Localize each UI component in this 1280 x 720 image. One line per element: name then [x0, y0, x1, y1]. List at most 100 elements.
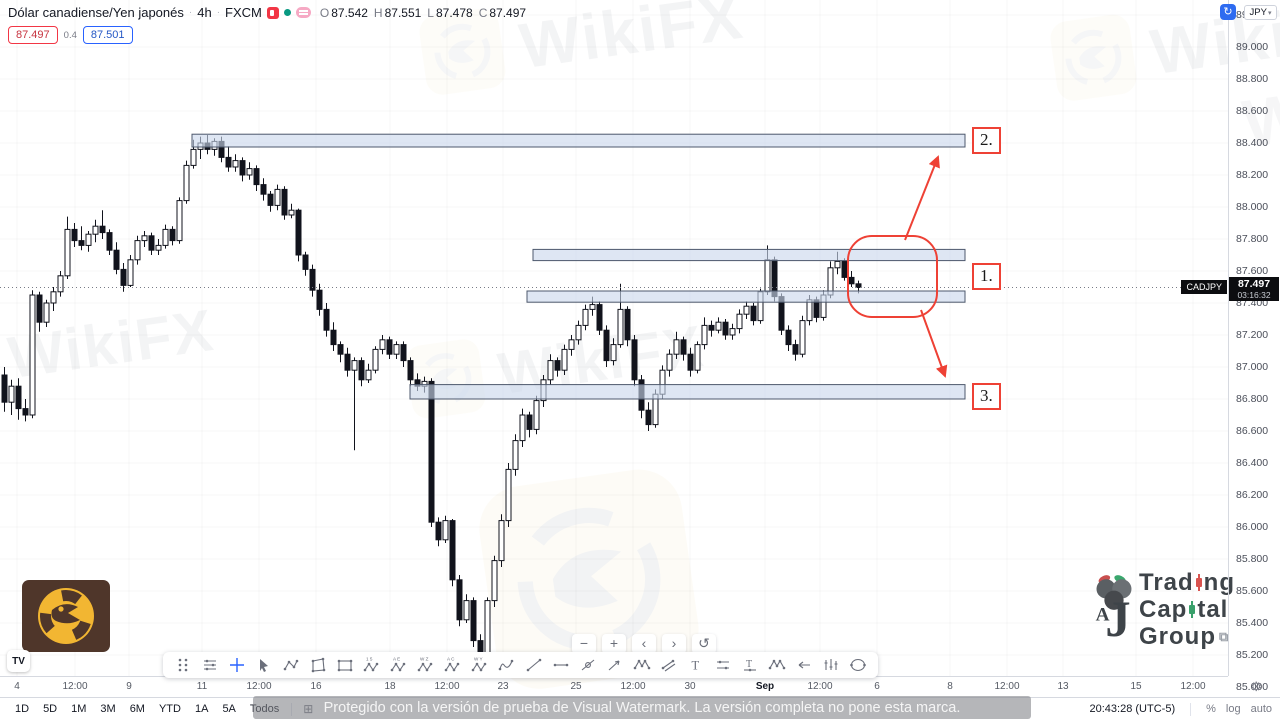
timeframe-1d[interactable]: 1D [15, 703, 30, 715]
drawing-toolbar: 1 5 A E W Z A C W Y T T [163, 652, 878, 678]
pattern-ac-icon[interactable]: A C [442, 654, 464, 676]
timeframe-row: 1D5D1M3M6MYTD1A5ATodos [8, 703, 286, 715]
refresh-icon[interactable]: ↻ [1220, 4, 1236, 20]
scroll-left-button[interactable]: ‹ [632, 634, 656, 654]
scroll-right-button[interactable]: › [662, 634, 686, 654]
symbol-price-tag: CADJPY [1181, 280, 1227, 294]
arrow-left-icon[interactable] [793, 654, 815, 676]
price-tick: 87.200 [1236, 329, 1269, 342]
time-tick: 18 [384, 681, 396, 692]
timeframe-label[interactable]: 4h [197, 5, 212, 20]
svg-text:T: T [692, 659, 700, 673]
drag-handle-icon[interactable] [172, 654, 194, 676]
time-tick: 13 [1057, 681, 1069, 692]
crosshair-icon[interactable] [226, 654, 248, 676]
price-tick: 85.000 [1236, 681, 1269, 694]
time-tick: 12:00 [434, 681, 460, 692]
pattern-15-icon[interactable]: 1 5 [361, 654, 383, 676]
horizontal-ray-icon[interactable] [550, 654, 572, 676]
time-tick: Sep [755, 681, 775, 692]
symbol-legend: Dólar canadiense/Yen japonés · 4h · FXCM… [8, 5, 530, 44]
parallel-channel-icon[interactable] [658, 654, 680, 676]
cursor-icon[interactable] [253, 654, 275, 676]
gear-icon[interactable]: ⚙ [1250, 679, 1262, 694]
number-label: 3. [972, 383, 1001, 410]
time-tick: 12:00 [246, 681, 272, 692]
buy-price-button[interactable]: 87.501 [82, 26, 133, 44]
broker-icon [266, 6, 279, 19]
exchange-label[interactable]: FXCM [225, 5, 262, 20]
line-tools-icon[interactable] [199, 654, 221, 676]
currency-selector[interactable]: JPY ▾ [1244, 5, 1277, 20]
trading-capital-group-logo: A J Trad ng Cap tal Group ⧉ [1093, 566, 1235, 652]
price-tick: 85.400 [1236, 617, 1269, 630]
price-tick: 88.600 [1236, 105, 1269, 118]
price-tick: 86.000 [1236, 521, 1269, 534]
symbol-title[interactable]: Dólar canadiense/Yen japonés [8, 5, 184, 20]
price-tick: 85.800 [1236, 553, 1269, 566]
zoom-out-button[interactable]: − [572, 634, 596, 654]
price-axis[interactable]: 89.20089.00088.80088.60088.40088.20088.0… [1228, 0, 1280, 693]
price-tick: 86.400 [1236, 457, 1269, 470]
news-icon[interactable] [295, 7, 311, 18]
arrow-line-icon[interactable] [604, 654, 626, 676]
timeframe-5d[interactable]: 5D [43, 703, 58, 715]
timeframe-3m[interactable]: 3M [100, 703, 116, 715]
price-tick: 88.200 [1236, 169, 1269, 182]
price-tick: 85.200 [1236, 649, 1269, 662]
time-tick: 16 [310, 681, 322, 692]
tradingview-logo[interactable]: TV [7, 650, 30, 672]
timeframe-6m[interactable]: 6M [129, 703, 145, 715]
log-scale-button[interactable]: log [1225, 703, 1241, 715]
price-tick: 86.600 [1236, 425, 1269, 438]
reset-chart-button[interactable]: ↺ [692, 634, 716, 654]
spread-value: 0.4 [63, 29, 77, 41]
price-tick: 86.200 [1236, 489, 1269, 502]
head-shoulders-pattern-icon[interactable] [766, 654, 788, 676]
timeframe-1m[interactable]: 1M [71, 703, 87, 715]
price-tick: 86.800 [1236, 393, 1269, 406]
chart-nav: − + ‹ › ↺ [572, 634, 716, 654]
pattern-wz-icon[interactable]: W Z [415, 654, 437, 676]
clock[interactable]: 20:43:28 (UTC-5) [1089, 703, 1176, 715]
trend-line-icon[interactable] [523, 654, 545, 676]
time-axis[interactable]: 4 12:00 9 11 12:00 16 18 12:00 23 25 12:00 30 Sep 12:… [0, 676, 1228, 697]
auto-scale-button[interactable]: auto [1250, 703, 1272, 715]
svg-text:A: A [1096, 604, 1110, 625]
polyline-icon[interactable] [280, 654, 302, 676]
text-icon[interactable]: T [685, 654, 707, 676]
timeframe-1a[interactable]: 1A [194, 703, 209, 715]
svg-text:W Y: W Y [474, 657, 483, 662]
timeframe-5a[interactable]: 5A [222, 703, 236, 715]
time-tick: 30 [684, 681, 696, 692]
time-tick: 11 [196, 681, 208, 692]
pattern-wy-icon[interactable]: W Y [469, 654, 491, 676]
polygon-icon[interactable] [307, 654, 329, 676]
rectangle-icon[interactable] [334, 654, 356, 676]
pattern-ae-icon[interactable]: A E [388, 654, 410, 676]
anchored-text-icon[interactable]: T [739, 654, 761, 676]
ellipse-icon[interactable] [847, 654, 869, 676]
cypher-pattern-icon[interactable] [496, 654, 518, 676]
bars-pattern-icon[interactable] [820, 654, 842, 676]
bar-countdown: 03:16:32 [1237, 290, 1271, 300]
price-tick: 88.400 [1236, 137, 1269, 150]
green-candle-icon [1188, 600, 1196, 618]
number-label: 1. [972, 263, 1001, 290]
red-candle-icon [1195, 573, 1203, 591]
zoom-in-button[interactable]: + [602, 634, 626, 654]
chevron-down-icon: ▾ [1267, 9, 1272, 17]
timeframe-ytd[interactable]: YTD [158, 703, 181, 715]
sell-price-button[interactable]: 87.497 [8, 26, 58, 44]
candlestick-chart[interactable] [0, 0, 1228, 676]
visual-watermark-bar: Protegido con la versión de prueba de Vi… [253, 696, 1031, 719]
flat-channel-icon[interactable] [712, 654, 734, 676]
xabcd-pattern-icon[interactable] [631, 654, 653, 676]
time-tick: 12:00 [807, 681, 833, 692]
percent-scale-button[interactable]: % [1206, 703, 1216, 715]
time-tick: 8 [947, 681, 953, 692]
time-tick: 15 [1130, 681, 1142, 692]
info-line-icon[interactable] [577, 654, 599, 676]
current-price: 87.497 [1237, 278, 1271, 290]
